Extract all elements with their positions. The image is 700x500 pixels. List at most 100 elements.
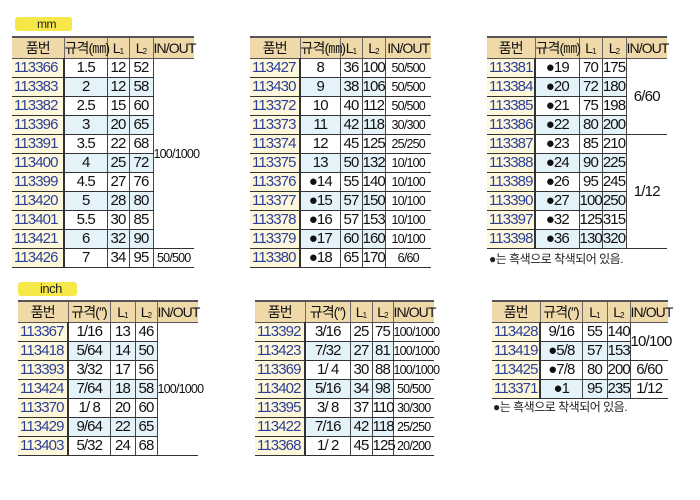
part-number-cell: 113372: [250, 96, 301, 116]
header-in-out: IN/OUT: [153, 36, 196, 59]
spec-cell: ●26: [535, 172, 580, 192]
spec-cell: 9/64: [68, 417, 111, 437]
part-number-cell: 113423: [255, 341, 306, 361]
l2-cell: 46: [135, 322, 158, 342]
part-number-cell: 113367: [18, 322, 69, 342]
l1-cell: 37: [350, 398, 373, 418]
l1-cell: 12: [107, 58, 130, 78]
in-out-cell: 10/100: [385, 191, 431, 211]
spec-cell: ●23: [535, 134, 580, 154]
in-out-cell: 30/300: [393, 398, 434, 418]
spec-cell: 7/64: [68, 379, 111, 399]
spec-cell: 10: [300, 96, 341, 116]
table-row: 113430 9 38 106 50/500: [250, 77, 431, 97]
header-in-out: IN/OUT: [393, 300, 436, 323]
part-number-cell: 113427: [250, 58, 301, 78]
l1-cell: 57: [340, 210, 363, 230]
spec-cell: ●20: [535, 77, 580, 97]
l2-cell: 320: [602, 229, 627, 249]
in-out-cell: 50/500: [385, 77, 431, 97]
l2-cell: 72: [129, 153, 154, 173]
spec-cell: ●17: [300, 229, 341, 249]
l1-cell: 22: [110, 417, 136, 437]
l2-cell: 81: [372, 341, 394, 361]
table-row: 113420 5 28 80: [12, 191, 194, 211]
l1-cell: 100: [579, 191, 603, 211]
spec-cell: 7/32: [305, 341, 351, 361]
table-inch-large: 품번 규격(″) L1 L2 IN/OUT 113428 9/16 55 140 10/100 11…: [492, 300, 673, 399]
header-spec: 규격(″): [68, 300, 111, 323]
table-row: 113370 1/ 8 20 60: [18, 398, 198, 418]
part-number-cell: 113390: [487, 191, 536, 211]
l2-cell: 200: [607, 360, 631, 380]
header-in-out: IN/OUT: [157, 300, 200, 323]
part-number-cell: 113366: [12, 58, 65, 78]
unit-label-inch: inch: [18, 282, 77, 296]
spec-cell: ●14: [300, 172, 341, 192]
table-row: 113426 7 34 95 50/500: [12, 248, 194, 268]
spec-cell: ●19: [535, 58, 580, 78]
part-number-cell: 113401: [12, 210, 65, 230]
header-l1: L1: [579, 36, 603, 59]
table-row: 113391 3.5 22 68: [12, 134, 194, 154]
l1-cell: 15: [107, 96, 130, 116]
l2-cell: 88: [372, 360, 394, 380]
spec-cell: 3/32: [68, 360, 111, 380]
part-number-cell: 113382: [12, 96, 65, 116]
l2-cell: 76: [129, 172, 154, 192]
l2-cell: 118: [362, 115, 386, 135]
table-row: 113382 2.5 15 60: [12, 96, 194, 116]
part-number-cell: 113386: [487, 115, 536, 135]
l2-cell: 60: [135, 398, 158, 418]
part-number-cell: 113398: [487, 229, 536, 249]
l2-cell: 106: [362, 77, 386, 97]
table-row: 113400 4 25 72: [12, 153, 194, 173]
part-number-cell: 113387: [487, 134, 536, 154]
header-l2: L2: [129, 36, 154, 59]
spec-cell: 3: [64, 115, 108, 135]
header-l2: L2: [607, 300, 631, 323]
l1-cell: 85: [579, 134, 603, 154]
spec-cell: ●24: [535, 153, 580, 173]
l2-cell: 68: [129, 134, 154, 154]
table-row: 113367 1/16 13 46 100/1000: [18, 322, 204, 456]
table-row: 113378 ●16 57 153 10/100: [250, 210, 431, 230]
in-out-cell: 100/1000: [157, 322, 204, 456]
l2-cell: 60: [129, 96, 154, 116]
l1-cell: 80: [582, 360, 608, 380]
in-out-cell: 1/12: [630, 379, 668, 399]
l1-cell: 17: [110, 360, 136, 380]
l1-cell: 34: [107, 248, 130, 268]
header-l1: L1: [350, 300, 373, 323]
table-row: 113384 ●20 72 180: [487, 77, 667, 97]
part-number-cell: 113420: [12, 191, 65, 211]
in-out-cell: 50/500: [385, 58, 431, 78]
header-l2: L2: [602, 36, 627, 59]
l2-cell: 75: [372, 322, 394, 342]
table-row: 113380 ●18 65 170 6/60: [250, 248, 431, 268]
part-number-cell: 113421: [12, 229, 65, 249]
table-row: 113423 7/32 27 81 100/1000: [255, 341, 440, 361]
table-row: 113375 13 50 132 10/100: [250, 153, 431, 173]
table-row: 113393 3/32 17 56: [18, 360, 198, 380]
header-spec: 규격(″): [305, 300, 351, 323]
l1-cell: 75: [579, 96, 603, 116]
table-row: 113373 11 42 118 30/300: [250, 115, 431, 135]
l1-cell: 25: [350, 322, 373, 342]
part-number-cell: 113424: [18, 379, 69, 399]
l1-cell: 18: [110, 379, 136, 399]
l1-cell: 50: [340, 153, 363, 173]
spec-cell: ●16: [300, 210, 341, 230]
l1-cell: 72: [579, 77, 603, 97]
spec-cell: ●5/8: [540, 341, 583, 361]
spec-cell: 1.5: [64, 58, 108, 78]
l1-cell: 25: [107, 153, 130, 173]
l2-cell: 175: [602, 58, 627, 78]
l2-cell: 52: [129, 58, 154, 78]
l1-cell: 57: [340, 191, 363, 211]
table-mm-large: 품번 규격(㎜) L1 L2 IN/OUT 113381 ●19 70 175 6/60 11338…: [487, 36, 669, 249]
l1-cell: 22: [107, 134, 130, 154]
part-number-cell: 113368: [255, 436, 306, 456]
l2-cell: 56: [135, 360, 158, 380]
l1-cell: 40: [340, 96, 363, 116]
